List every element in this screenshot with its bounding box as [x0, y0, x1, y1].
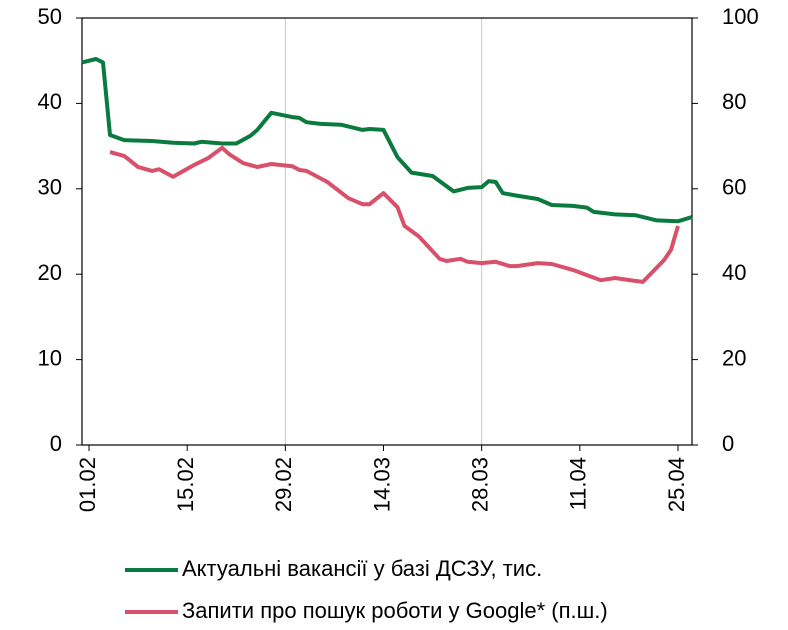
- plot-frame: [81, 17, 693, 446]
- y2-tick-label: 20: [722, 345, 746, 370]
- y-tick-label: 0: [50, 431, 62, 456]
- x-tick-label: 29.02: [271, 457, 296, 512]
- x-tick-label: 25.04: [664, 457, 689, 512]
- y2-tick-label: 60: [722, 175, 746, 200]
- y-tick-label: 10: [38, 345, 62, 370]
- y2-tick-label: 0: [722, 431, 734, 456]
- legend-label: Запити про пошук роботи у Google* (п.ш.): [182, 598, 608, 623]
- y2-tick-label: 80: [722, 89, 746, 114]
- x-tick-label: 01.02: [75, 457, 100, 512]
- y-tick-label: 20: [38, 260, 62, 285]
- y2-tick-label: 40: [722, 260, 746, 285]
- series-line: [81, 57, 693, 224]
- y2-tick-label: 100: [722, 4, 759, 29]
- legend-label: Актуальні вакансії у базі ДСЗУ, тис.: [182, 556, 542, 581]
- x-tick-label: 11.04: [566, 457, 591, 510]
- x-tick-label: 28.03: [467, 457, 492, 512]
- series-line: [109, 145, 680, 284]
- y-tick-label: 50: [38, 4, 62, 29]
- x-tick-label: 15.02: [173, 457, 198, 512]
- y-tick-label: 30: [38, 175, 62, 200]
- y-tick-label: 40: [38, 89, 62, 114]
- x-tick-label: 14.03: [369, 457, 394, 512]
